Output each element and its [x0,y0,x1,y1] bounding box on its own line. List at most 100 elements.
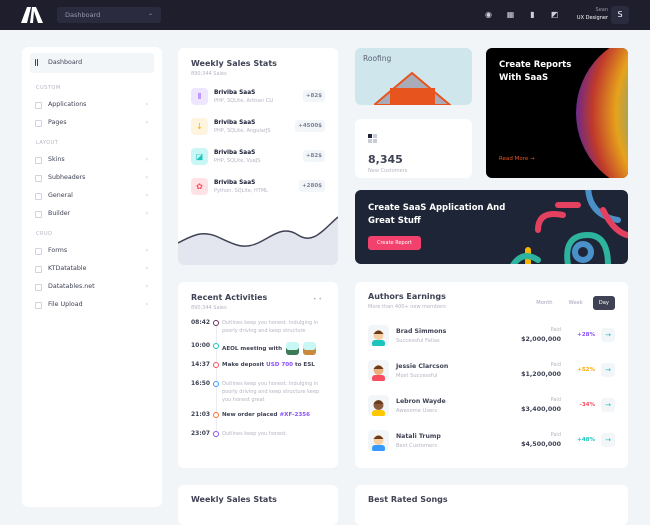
card-subtitle: More than 400+ new members [368,304,446,310]
author-name[interactable]: Brad Simmons [396,328,447,335]
author-name[interactable]: Lebron Wayde [396,398,446,405]
roofing-card[interactable]: Roofing [355,48,472,105]
arrow-right-icon: → [529,156,535,162]
author-desc: Most Successful [396,373,438,379]
create-report-button[interactable]: Create Report [368,236,421,250]
change-percent: +52% [577,367,595,373]
sidebar-item-label: General [48,192,73,199]
timeline-text: Outlines keep you honest. Indulging in p… [222,381,320,403]
timeline-item: 16:50 Outlines keep you honest. Indulging… [191,380,325,404]
bars-icon: ⫴ [191,88,208,105]
timeline-dot [213,343,219,349]
timeline-text: Make deposit [222,362,267,368]
item-name: Briviba SaaS [214,150,256,156]
read-more-link[interactable]: Read More → [499,156,535,162]
sidebar-item-label: Datatables.net [48,283,95,290]
author-desc: Successful Fellas [396,338,440,344]
paid-label: Paid [550,397,561,403]
item-desc: Python, SQLite, HTML [214,188,268,194]
card-subtitle: 890,344 Sales [191,71,227,77]
menu-item-icon [35,120,42,127]
chart-icon[interactable]: ▮ [530,10,535,19]
tab-day[interactable]: Day [592,296,615,310]
customers-label: New Customers [368,168,408,174]
table-row: Natali Trump Best Customers Paid $4,500,000… [368,430,615,456]
list-item[interactable]: ◪ Briviba SaaS PHP, SQLite, VueJS +82$ [191,148,325,178]
timeline-link[interactable]: #XF-2356 [279,412,311,418]
recent-activities-card: Recent Activities 890,344 Sales • • 08:4… [178,282,338,468]
pattern-image [510,190,628,264]
sidebar-item-skins[interactable]: Skins › [30,151,154,169]
card-subtitle: 890,344 Sales [191,305,227,311]
sidebar-item-dashboard[interactable]: Dashboard [30,53,154,73]
timeline-link[interactable]: USD 700 [266,362,294,368]
menu-item-icon [35,284,42,291]
tab-week[interactable]: Week [568,300,583,306]
menu-item-icon [35,302,42,309]
top-header: Dashboard ⌄ ◉ ▦ ▮ ◩ Sean UX Designer S [0,0,650,30]
menu-item-icon [35,175,42,182]
weekly-sales-card: Weekly Sales Stats 890,344 Sales ⫴ Brivib… [178,48,338,265]
sidebar-item-builder[interactable]: Builder › [30,205,154,223]
create-reports-card: Create Reports With SaaS Read More → [486,48,628,178]
sidebar-item-label: Subheaders [48,174,86,181]
list-item[interactable]: ⫴ Briviba SaaS PHP, SQLite, Artisan CLI +82… [191,88,325,118]
avatar [368,325,389,346]
sales-area-chart [178,216,338,265]
grid-icon [368,134,377,143]
arrow-right-icon[interactable]: → [601,363,615,377]
sidebar-item-ktdatatable[interactable]: KTDatatable › [30,260,154,278]
more-icon[interactable]: • • [313,296,322,303]
sidebar-item-pages[interactable]: Pages › [30,114,154,132]
avatar[interactable]: S [611,6,629,24]
sidebar-item-datatables-net[interactable]: Datatables.net › [30,278,154,296]
change-percent: -34% [579,402,595,408]
paid-label: Paid [550,362,561,368]
chevron-right-icon: › [145,283,148,290]
grid-icon[interactable]: ▦ [506,10,515,19]
chevron-right-icon: › [145,247,148,254]
sidebar-item-forms[interactable]: Forms › [30,242,154,260]
timeline-item: 14:37 Make deposit USD 700 to ESL [191,361,325,373]
layers-icon[interactable]: ◩ [550,10,559,19]
table-row: Lebron Wayde Awesome Users Paid $3,400,000 -… [368,395,615,421]
chevron-right-icon: › [145,210,148,217]
list-item[interactable]: ✿ Briviba SaaS Python, SQLite, HTML +280$ [191,178,325,208]
timeline-time: 10:00 [191,342,211,349]
arrow-right-icon[interactable]: → [601,398,615,412]
sidebar-item-label: Applications [48,101,87,108]
logo[interactable] [21,7,44,23]
menu-item-icon [35,157,42,164]
author-name[interactable]: Jessie Clarcson [396,363,449,370]
item-value: +4500$ [295,120,325,132]
timeline-item: 21:03 New order placed #XF-2356 [191,411,325,423]
roofing-label: Roofing [363,54,392,63]
chevron-right-icon: › [145,301,148,308]
arrow-right-icon[interactable]: → [601,328,615,342]
arrow-right-icon[interactable]: → [601,433,615,447]
chevron-right-icon: › [145,192,148,199]
list-item[interactable]: ↓ Briviba SaaS PHP, SQLite, AngularJS +4500… [191,118,325,148]
change-percent: +48% [577,437,595,443]
paid-label: Paid [550,432,561,438]
flower-icon: ✿ [191,178,208,195]
timeline-text: AEOL meeting with [222,346,283,352]
authors-earnings-card: Authors Earnings More than 400+ new memb… [355,282,628,468]
card-title: Recent Activities [191,293,268,302]
saas-banner: Create SaaS Application And Great Stuff … [355,190,628,264]
sidebar-item-subheaders[interactable]: Subheaders › [30,169,154,187]
sidebar-item-file-upload[interactable]: File Upload › [30,296,154,314]
author-name[interactable]: Natali Trump [396,433,441,440]
paid-info: Paid $3,400,000 [521,395,561,415]
user-info[interactable]: Sean UX Designer [577,6,608,22]
sidebar-item-general[interactable]: General › [30,187,154,205]
avatar [368,395,389,416]
roof-image [374,72,452,105]
notifications-icon[interactable]: ◉ [485,10,492,19]
timeline-text: Outlines keep you honest. Indulging in p… [222,320,319,334]
item-desc: PHP, SQLite, AngularJS [214,128,271,134]
tab-month[interactable]: Month [536,300,553,306]
timeline-dot [213,412,219,418]
dashboard-select[interactable]: Dashboard ⌄ [57,7,161,23]
sidebar-item-applications[interactable]: Applications › [30,96,154,114]
